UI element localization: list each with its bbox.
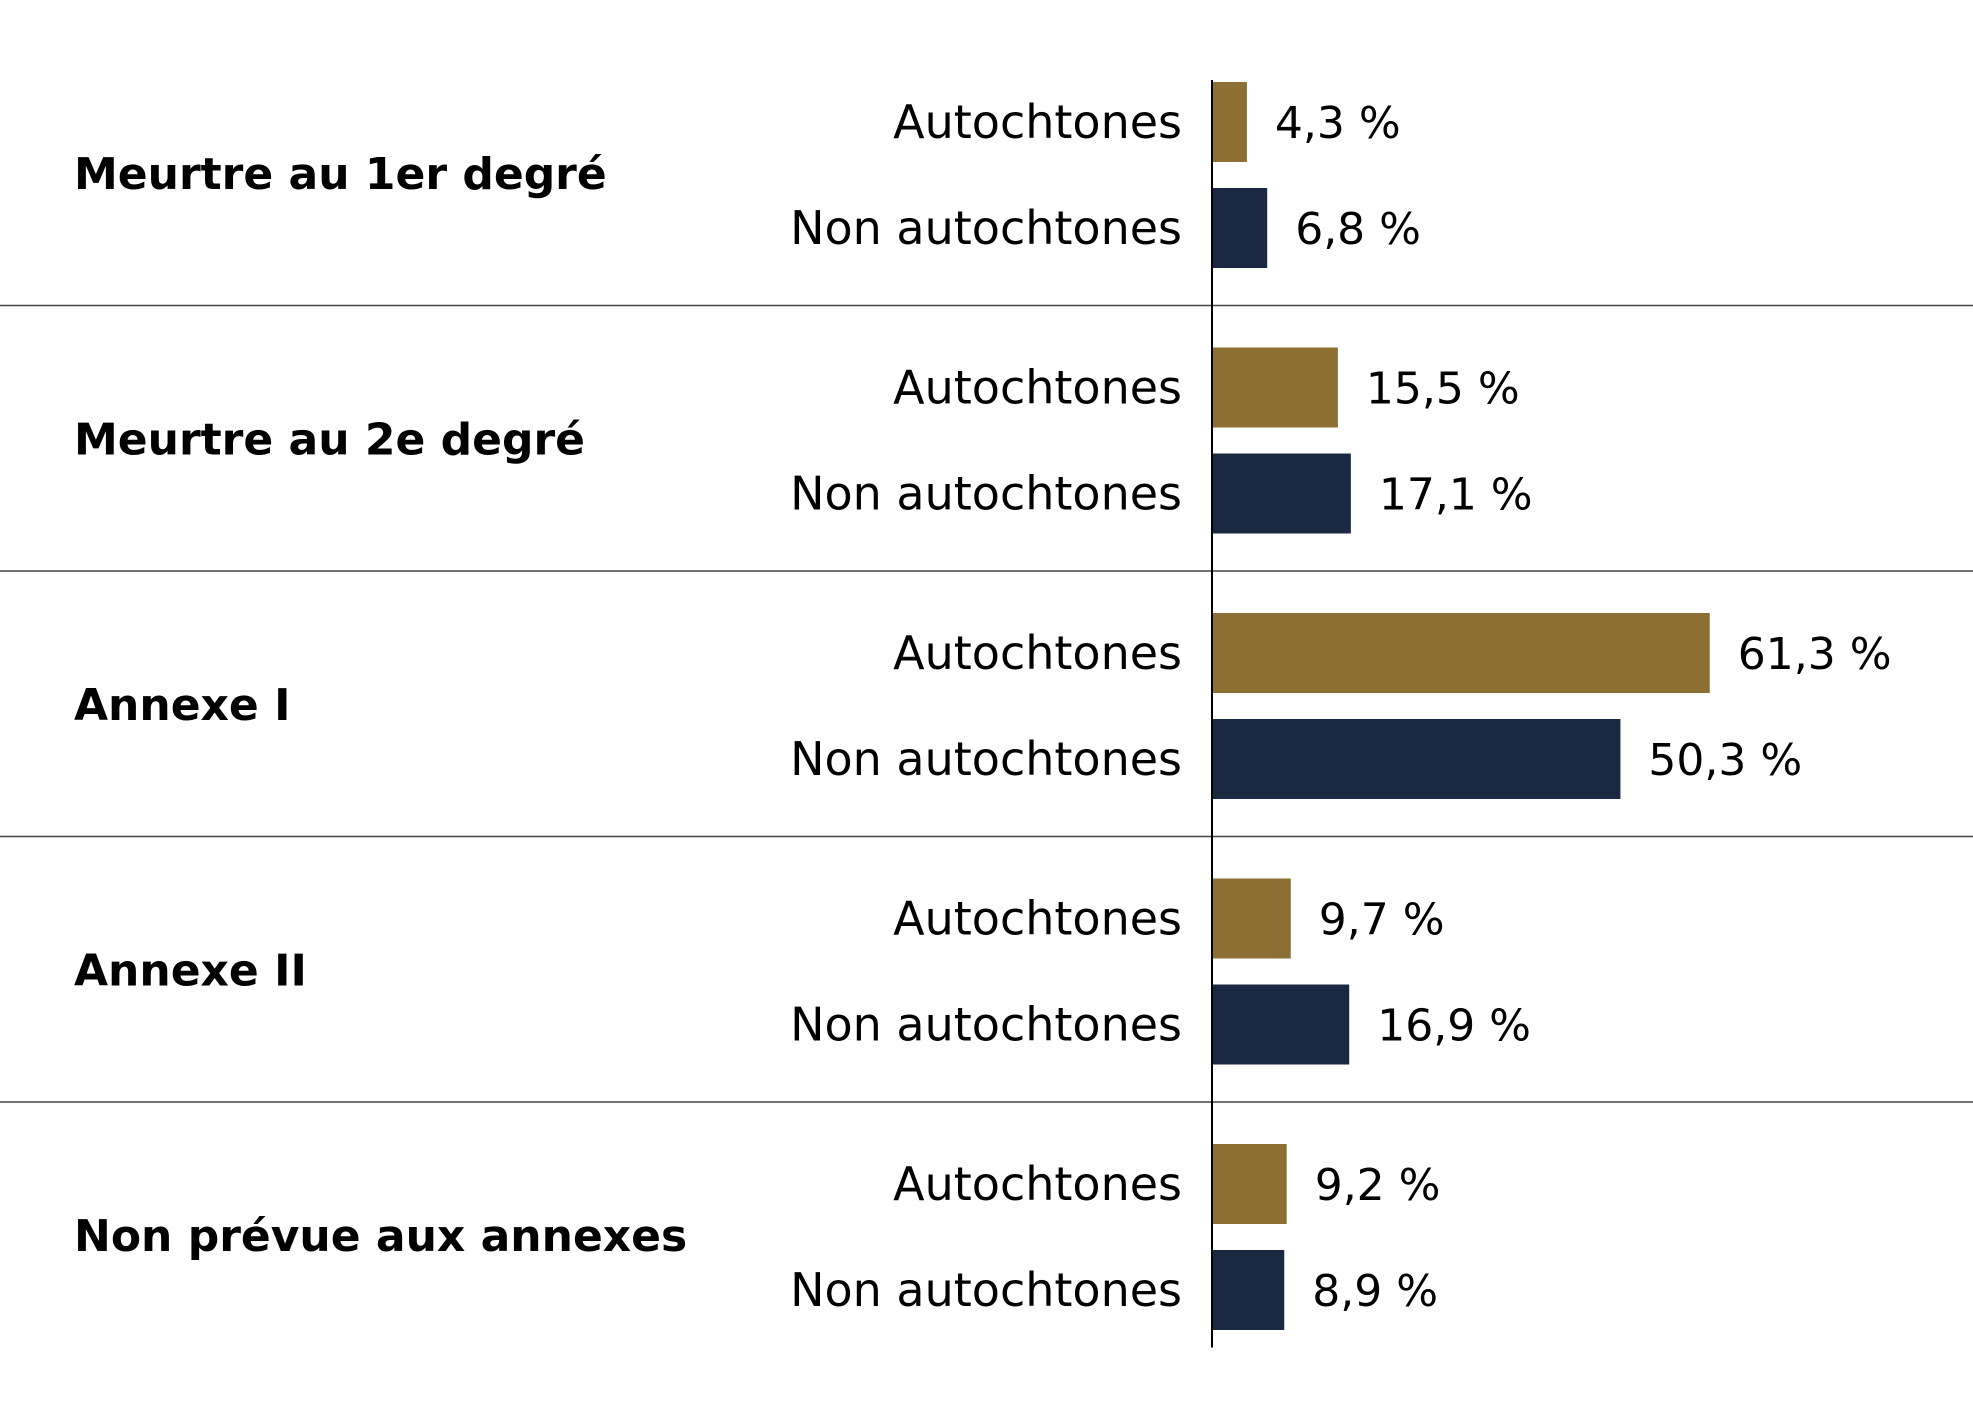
value-label: 15,5 % bbox=[1366, 364, 1520, 415]
value-label: 4,3 % bbox=[1275, 98, 1401, 149]
series-label: Non autochtones bbox=[790, 998, 1182, 1052]
value-label: 9,7 % bbox=[1319, 895, 1445, 946]
bar bbox=[1212, 878, 1291, 959]
category-label: Annexe II bbox=[74, 945, 307, 996]
series-label: Autochtones bbox=[893, 95, 1182, 149]
series-label: Non autochtones bbox=[790, 1263, 1182, 1317]
bar bbox=[1212, 82, 1247, 162]
bars bbox=[1212, 82, 1710, 1330]
value-label: 17,1 % bbox=[1379, 470, 1533, 521]
category-label: Meurtre au 1er degré bbox=[74, 149, 607, 200]
category-label: Meurtre au 2e degré bbox=[74, 414, 585, 465]
category-label: Annexe I bbox=[74, 680, 290, 731]
value-label: 9,2 % bbox=[1315, 1160, 1441, 1211]
series-label: Autochtones bbox=[893, 1157, 1182, 1211]
bar bbox=[1212, 719, 1621, 799]
series-labels: Autochtones Non autochtones Autochtones Non… bbox=[790, 95, 1182, 1317]
bar bbox=[1212, 984, 1350, 1065]
series-label: Non autochtones bbox=[790, 467, 1182, 521]
value-label: 50,3 % bbox=[1648, 735, 1802, 786]
value-label: 6,8 % bbox=[1295, 204, 1421, 255]
value-label: 61,3 % bbox=[1738, 629, 1892, 680]
bar bbox=[1212, 613, 1710, 693]
value-label: 16,9 % bbox=[1377, 1001, 1531, 1052]
value-labels: 4,3 % 6,8 % 15,5 % 17,1 % 61,3 % 50,3 % 9,7 % 1… bbox=[1275, 98, 1892, 1317]
group-separators bbox=[0, 304, 1973, 1103]
bar bbox=[1212, 1250, 1285, 1330]
bar bbox=[1212, 1144, 1287, 1224]
series-label: Autochtones bbox=[893, 892, 1182, 946]
bar bbox=[1212, 453, 1351, 534]
series-label: Autochtones bbox=[893, 361, 1182, 415]
series-label: Non autochtones bbox=[790, 201, 1182, 255]
bar bbox=[1212, 347, 1338, 428]
category-label: Non prévue aux annexes bbox=[74, 1211, 687, 1262]
bar bbox=[1212, 188, 1268, 268]
value-label: 8,9 % bbox=[1312, 1266, 1438, 1317]
category-labels: Meurtre au 1er degré Meurtre au 2e degré A… bbox=[74, 149, 687, 1262]
series-label: Non autochtones bbox=[790, 732, 1182, 786]
series-label: Autochtones bbox=[893, 626, 1182, 680]
